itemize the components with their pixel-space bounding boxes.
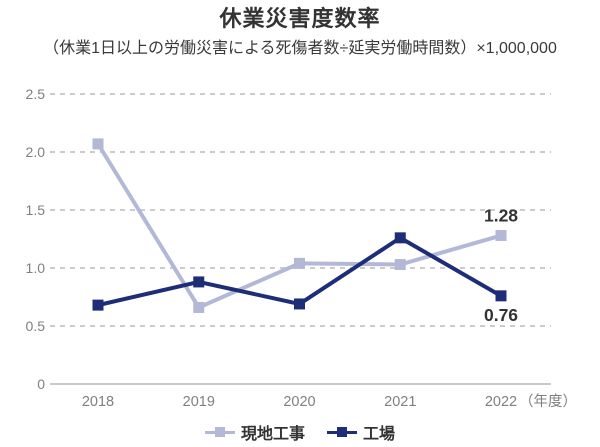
legend-square-marker-icon: [337, 427, 347, 437]
x-axis-tick-label: 2018: [82, 394, 114, 410]
data-point-marker: [394, 232, 406, 244]
chart-subtitle: （休業1日以上の労働災害による死傷者数÷延実労働時間数）×1,000,000: [43, 40, 557, 57]
data-point-marker: [193, 276, 205, 288]
data-point-marker: [92, 138, 104, 150]
data-point-marker: [394, 259, 406, 271]
x-axis-tick-label: 2020: [283, 394, 315, 410]
data-point-marker: [495, 230, 507, 242]
legend-square-marker-icon: [214, 427, 225, 437]
chart-legend: 現地工事 工場: [0, 420, 600, 444]
data-point-value-label: 0.76: [484, 305, 518, 325]
chart-title: 休業災害度数率: [219, 6, 381, 31]
y-axis-tick-label: 0.5: [26, 318, 46, 334]
legend-line-marker-icon: [204, 427, 235, 437]
y-axis-tick-label: 1.5: [26, 202, 46, 218]
series-line-1: [97, 235, 502, 308]
y-axis-tick-label: 2.5: [26, 86, 46, 102]
legend-line-marker-icon: [327, 427, 357, 437]
x-axis-tick-label: 2022: [485, 394, 517, 410]
legend-label: 工場: [363, 426, 396, 443]
data-point-marker: [193, 301, 205, 313]
data-point-marker: [294, 257, 305, 269]
data-point-marker: [495, 290, 507, 302]
x-axis-unit-label: （年度）: [519, 393, 577, 410]
legend-item-genchi-kouji: 現地工事: [204, 420, 305, 444]
series-layer: 1.28 0.76: [92, 138, 518, 325]
data-point-marker: [92, 299, 104, 311]
x-axis-tick-label: 2019: [183, 394, 215, 410]
y-axis-tick-label: 2.0: [26, 144, 46, 160]
y-axis-tick-label: 1.0: [26, 260, 46, 276]
y-axis-tick-label: 0: [37, 376, 45, 392]
data-point-value-label: 1.28: [484, 206, 518, 226]
series-line-0: [96, 142, 502, 310]
legend-item-koujou: 工場: [327, 420, 395, 444]
x-axis-tick-label: 2021: [384, 394, 416, 410]
data-point-marker: [294, 298, 305, 310]
legend-label: 現地工事: [240, 426, 305, 443]
